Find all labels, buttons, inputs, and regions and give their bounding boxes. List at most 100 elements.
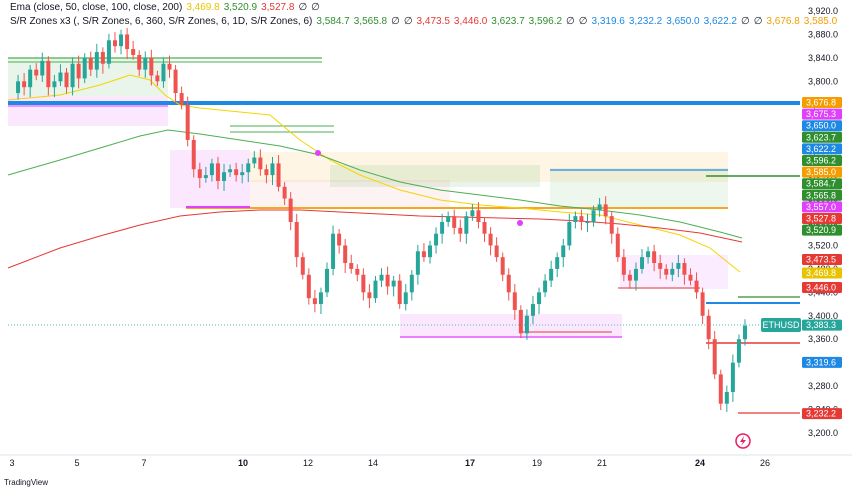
candle [367, 284, 372, 309]
ema-legend[interactable]: Ema (close, 50, close, 100, close, 200) 3… [8, 2, 322, 13]
candle [300, 252, 305, 280]
candle [682, 258, 687, 285]
candle [191, 135, 196, 178]
svg-text:3,676.8: 3,676.8 [806, 98, 836, 108]
candle [149, 49, 154, 86]
x-tick-label: 19 [532, 458, 542, 468]
candle [325, 262, 330, 298]
candle [427, 240, 432, 264]
time-axis[interactable]: 3 5 7 10 12 14 17 19 21 24 26 [0, 454, 852, 468]
candle [185, 96, 190, 147]
x-tick-label: 26 [760, 458, 770, 468]
price-labels: 3,676.83,675.3 3,650.03,623.7 3,622.2 3,596… [802, 97, 842, 420]
candle [258, 149, 263, 176]
candle [143, 51, 148, 78]
candle [415, 244, 420, 285]
price-label: 3,675.3 [802, 108, 842, 120]
y-tick-label: 3,360.0 [808, 334, 838, 344]
event-marker[interactable] [517, 220, 523, 226]
tradingview-watermark: TradingView [4, 478, 49, 487]
candle [694, 272, 699, 299]
candle [173, 64, 178, 104]
candle [209, 158, 214, 182]
candle [94, 43, 99, 78]
svg-text:3,584.7: 3,584.7 [806, 179, 836, 189]
candle [470, 203, 475, 221]
candle [530, 295, 535, 324]
svg-text:3,232.2: 3,232.2 [806, 409, 836, 419]
svg-text:3,319.6: 3,319.6 [806, 357, 836, 367]
price-label: 3,319.6 [802, 356, 842, 368]
candle [561, 238, 566, 268]
candle [252, 151, 257, 169]
y-tick-label: 3,840.0 [808, 53, 838, 63]
candle [579, 209, 584, 231]
candle [52, 74, 57, 98]
price-label: 3,650.0 [802, 120, 842, 132]
legend-value: 3,469.8 [186, 2, 220, 13]
candle [197, 162, 202, 189]
candle [658, 254, 663, 279]
candle [549, 260, 554, 288]
candle [379, 268, 384, 288]
candle [652, 244, 657, 272]
candle [676, 254, 681, 278]
price-label: 3,622.2 [802, 143, 842, 155]
price-label: 3,473.5 [802, 254, 842, 265]
price-label: 3,520.9 [802, 224, 842, 236]
legend-value: ∅ [311, 2, 320, 13]
candle [615, 227, 620, 262]
legend-value: ∅ [298, 2, 308, 13]
candle [119, 29, 124, 55]
candle [167, 55, 172, 78]
legend-value: 3,650.0 [666, 16, 700, 27]
candle [215, 156, 220, 190]
candle [421, 243, 426, 262]
candle [106, 33, 111, 69]
candle [28, 64, 33, 98]
x-tick-label: 24 [695, 458, 705, 468]
candle [591, 205, 596, 227]
y-tick-label: 3,520.0 [808, 240, 838, 250]
candle [337, 229, 342, 254]
candle [403, 284, 408, 311]
sr-zones-legend[interactable]: S/R Zones x3 (, S/R Zones, 6, 360, S/R Z… [8, 16, 840, 27]
price-label: 3,557.0 [802, 201, 842, 213]
price-label: 3,527.8 [802, 213, 842, 224]
x-tick-label: 21 [597, 458, 607, 468]
legend-value: 3,446.0 [453, 16, 488, 27]
event-marker[interactable] [315, 150, 321, 156]
candle [228, 164, 233, 177]
candle [585, 213, 590, 232]
svg-text:3,675.3: 3,675.3 [806, 109, 836, 119]
legend-value: 3,520.9 [223, 2, 258, 13]
ema-legend-title: Ema (close, 50, close, 100, close, 200) [10, 2, 183, 13]
y-tick-label: 3,200.0 [808, 428, 838, 438]
price-label: 3,469.8 [802, 267, 842, 279]
candle [633, 262, 638, 291]
legend-value: 3,623.7 [491, 16, 525, 27]
candle [343, 238, 348, 273]
candle [743, 319, 747, 346]
candle [264, 164, 269, 184]
candle [609, 211, 614, 244]
x-tick-label: 7 [141, 458, 146, 468]
candle [331, 225, 336, 276]
candle [240, 163, 245, 184]
x-tick-label: 17 [465, 458, 475, 468]
candle [573, 211, 578, 229]
price-label: 3,232.2 [802, 408, 842, 420]
svg-text:3,650.0: 3,650.0 [806, 121, 836, 131]
ema-100-line [7, 129, 743, 239]
candle [270, 156, 275, 186]
candle [22, 73, 27, 96]
candle [440, 213, 445, 244]
x-tick-label: 12 [303, 458, 313, 468]
candle [391, 275, 396, 297]
x-tick-label: 10 [238, 458, 248, 468]
sr-legend-title: S/R Zones x3 (, S/R Zones, 6, 360, S/R Z… [10, 16, 313, 27]
candle [603, 196, 608, 225]
flash-icon[interactable] [735, 433, 751, 449]
candle [646, 246, 651, 264]
